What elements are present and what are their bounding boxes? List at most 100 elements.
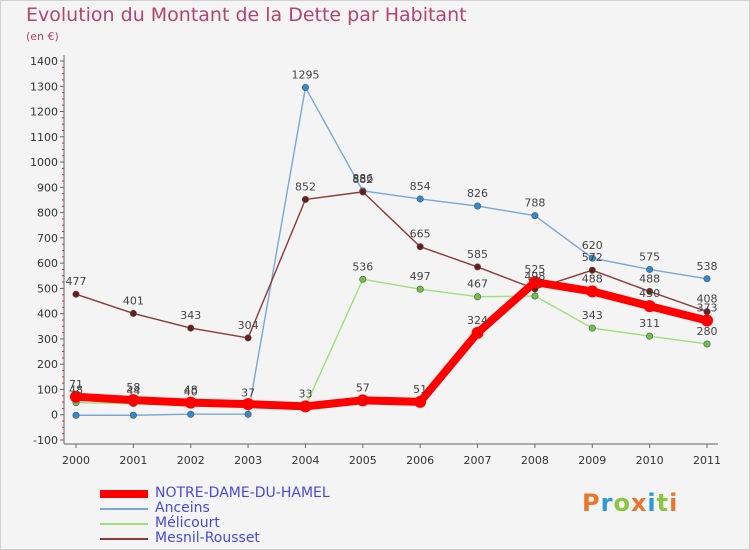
x-tick-label: 2010 xyxy=(636,454,664,467)
data-point xyxy=(184,396,197,409)
data-point xyxy=(416,195,424,203)
data-label: 280 xyxy=(697,325,718,338)
y-tick-label: 1400 xyxy=(30,55,58,68)
data-point xyxy=(70,390,82,403)
data-point xyxy=(646,332,654,340)
data-label: 886 xyxy=(352,172,373,185)
data-label: 58 xyxy=(126,381,140,394)
legend-label-melicourt: Mélicourt xyxy=(155,515,220,531)
y-tick-label: 800 xyxy=(37,207,58,220)
x-tick-label: 2008 xyxy=(521,454,549,467)
x-tick-label: 2002 xyxy=(177,454,205,467)
data-point xyxy=(244,410,252,418)
y-tick-label: 700 xyxy=(37,232,58,245)
data-label: 536 xyxy=(352,260,373,273)
x-tick-label: 2006 xyxy=(406,454,434,467)
x-tick-label: 2001 xyxy=(119,454,147,467)
data-label: 497 xyxy=(410,270,431,283)
data-point xyxy=(356,394,369,407)
data-label: 57 xyxy=(356,381,370,394)
data-label: 33 xyxy=(298,387,312,400)
y-tick-label: 500 xyxy=(37,282,58,295)
data-label: 51 xyxy=(413,383,427,396)
chart-unit: (en €) xyxy=(26,30,59,43)
data-point xyxy=(72,290,80,298)
data-point xyxy=(129,309,137,317)
data-label: 498 xyxy=(524,270,545,283)
data-label: 477 xyxy=(66,275,87,288)
data-point xyxy=(531,212,539,220)
legend-swatch-mesnil-rousset xyxy=(100,538,148,540)
x-tick-label: 2004 xyxy=(291,454,319,467)
data-label: 882 xyxy=(352,173,373,186)
data-label: 48 xyxy=(69,384,83,397)
data-label: 575 xyxy=(639,250,660,263)
x-tick-label: 2005 xyxy=(349,454,377,467)
data-point xyxy=(299,400,312,413)
data-label: 585 xyxy=(467,248,488,261)
x-tick-label: 2003 xyxy=(234,454,262,467)
data-label: 488 xyxy=(582,272,603,285)
data-point xyxy=(187,324,195,332)
data-point xyxy=(588,254,596,262)
y-tick-label: 400 xyxy=(37,308,58,321)
data-point xyxy=(301,195,309,203)
legend-item-mesnil-rousset: Mesnil-Rousset xyxy=(100,531,420,546)
y-tick-label: 600 xyxy=(37,257,58,270)
y-tick-label: 1100 xyxy=(30,131,58,144)
y-tick-label: 1000 xyxy=(30,156,58,169)
chart-title: Evolution du Montant de la Dette par Hab… xyxy=(26,4,467,26)
data-point xyxy=(474,263,482,271)
data-label: 620 xyxy=(582,239,603,252)
data-point xyxy=(359,275,367,283)
legend-item-melicourt: Mélicourt xyxy=(100,516,420,531)
data-point xyxy=(701,314,713,327)
data-label: 304 xyxy=(238,319,259,332)
data-point xyxy=(242,398,255,411)
data-label: 401 xyxy=(123,294,144,307)
data-label: 373 xyxy=(697,301,718,314)
data-label: 324 xyxy=(467,314,488,327)
data-label: 665 xyxy=(410,228,431,241)
data-point xyxy=(643,300,656,313)
data-label: 44 xyxy=(126,385,140,398)
proxiti-logo: Proxiti xyxy=(582,489,679,517)
y-tick-label: 300 xyxy=(37,333,58,346)
data-label: 488 xyxy=(639,272,660,285)
legend-item-anceins: Anceins xyxy=(100,501,420,516)
data-point xyxy=(474,293,482,301)
data-point xyxy=(646,287,654,295)
data-point xyxy=(703,275,711,283)
data-label: 826 xyxy=(467,187,488,200)
data-point xyxy=(72,411,80,419)
data-label: 572 xyxy=(582,251,603,264)
data-label: 343 xyxy=(180,309,201,322)
data-label: 37 xyxy=(241,386,255,399)
legend-label-anceins: Anceins xyxy=(155,500,210,516)
data-point xyxy=(586,285,599,298)
legend-item-notre-dame: NOTRE-DAME-DU-HAMEL xyxy=(100,486,420,501)
data-point xyxy=(127,394,140,407)
data-point xyxy=(588,324,596,332)
data-label: 1295 xyxy=(291,69,319,82)
x-tick-label: 2009 xyxy=(578,454,606,467)
data-label: 525 xyxy=(524,263,545,276)
data-point xyxy=(414,395,427,408)
data-point xyxy=(359,188,367,196)
data-point xyxy=(187,410,195,418)
x-tick-label: 2000 xyxy=(62,454,90,467)
data-point xyxy=(588,266,596,274)
data-label: 788 xyxy=(524,197,545,210)
data-point xyxy=(416,285,424,293)
legend-label-mesnil-rousset: Mesnil-Rousset xyxy=(155,530,260,546)
data-label: 343 xyxy=(582,309,603,322)
data-point xyxy=(416,243,424,251)
data-point xyxy=(301,84,309,92)
data-label: 852 xyxy=(295,180,316,193)
y-tick-label: 1300 xyxy=(30,80,58,93)
data-label: 854 xyxy=(410,180,431,193)
series-line-0 xyxy=(72,278,711,411)
legend-swatch-notre-dame xyxy=(100,490,148,498)
data-label: 40 xyxy=(184,386,198,399)
